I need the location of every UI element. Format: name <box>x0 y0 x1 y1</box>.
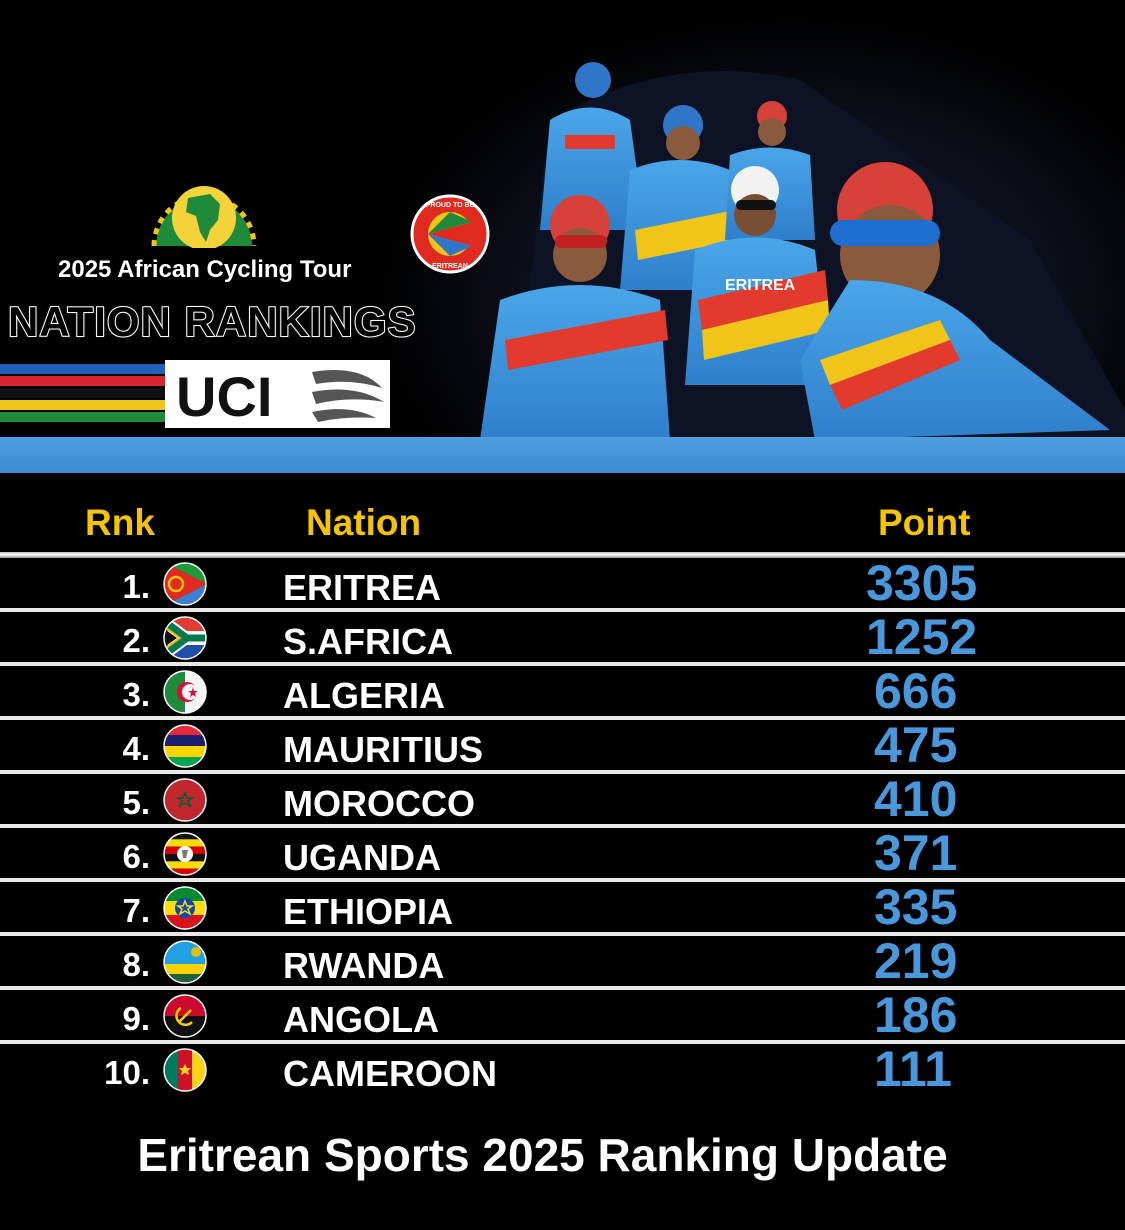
nation-name: CAMEROON <box>283 1053 497 1094</box>
mauritius-flag-icon <box>163 724 207 768</box>
rank-label: 8. <box>122 946 150 983</box>
caf-logo <box>151 186 257 248</box>
svg-text:PROUD TO BE: PROUD TO BE <box>426 202 475 209</box>
points-value: 111 <box>874 1041 952 1097</box>
angola-flag-icon <box>163 994 207 1038</box>
south-africa-flag-icon <box>163 616 207 660</box>
table-row: 1. ERITREA 3305 <box>0 555 1125 612</box>
tour-title: 2025 African Cycling Tour <box>58 256 352 283</box>
nation-name: S.AFRICA <box>283 621 453 662</box>
morocco-flag-icon <box>163 778 207 822</box>
column-header-nation: Nation <box>306 502 422 543</box>
proud-eritrean-badge: PROUD TO BE ERITREAN <box>410 194 490 274</box>
nation-name: RWANDA <box>283 945 445 986</box>
column-header-points: Point <box>878 502 971 543</box>
nation-name: UGANDA <box>283 837 441 878</box>
uganda-flag-icon <box>163 832 207 876</box>
points-value: 186 <box>874 987 958 1043</box>
nation-name: ALGERIA <box>283 675 445 716</box>
rank-label: 4. <box>122 730 150 767</box>
header-rule <box>0 552 1125 558</box>
table-row: 8. RWANDA 219 <box>0 933 1125 990</box>
rank-label: 1. <box>122 568 150 605</box>
table-row: 9. ANGOLA 186 <box>0 987 1125 1044</box>
rank-label: 9. <box>122 1000 150 1037</box>
nation-name: MAURITIUS <box>283 729 483 770</box>
rank-label: 5. <box>122 784 150 821</box>
points-value: 3305 <box>866 555 978 611</box>
uci-logo: UCI <box>0 360 390 428</box>
points-value: 371 <box>874 825 958 881</box>
table-row: 4. MAURITIUS 475 <box>0 717 1125 774</box>
divider-band <box>0 437 1125 473</box>
cameroon-flag-icon <box>163 1048 207 1092</box>
table-row: 7. ETHIOPIA 335 <box>0 879 1125 936</box>
table-row: 10. CAMEROON 111 <box>0 1041 1125 1097</box>
svg-text:ERITREAN: ERITREAN <box>432 263 468 270</box>
rank-label: 10. <box>104 1054 150 1091</box>
footer-caption: Eritrean Sports 2025 Ranking Update <box>137 1129 948 1181</box>
rank-label: 6. <box>122 838 150 875</box>
rank-label: 7. <box>122 892 150 929</box>
ranking-title: NATION RANKINGS <box>7 297 417 346</box>
points-value: 1252 <box>866 609 978 665</box>
algeria-flag-icon <box>163 670 207 714</box>
nation-name: MOROCCO <box>283 783 475 824</box>
nation-name: ETHIOPIA <box>283 891 454 932</box>
svg-text:UCI: UCI <box>176 365 272 428</box>
points-value: 410 <box>874 771 958 827</box>
jersey-text: ERITREA <box>725 277 796 294</box>
points-value: 219 <box>874 933 958 989</box>
table-row: 5. MOROCCO 410 <box>0 771 1125 828</box>
nation-name: ANGOLA <box>283 999 439 1040</box>
ethiopia-flag-icon <box>163 886 207 930</box>
table-row: 2. S.AFRICA 1252 <box>0 609 1125 666</box>
header-banner: ERITREA PROUD TO BE ERITREAN 2025 Africa… <box>0 0 1125 440</box>
points-value: 335 <box>874 879 958 935</box>
cyclists-photo: ERITREA <box>480 62 1125 440</box>
table-row: 3. ALGERIA 666 <box>0 663 1125 720</box>
ranking-table: 1. ERITREA 3305 2. S.AFRICA 1252 3. ALGERIA 666 4… <box>0 555 1125 1097</box>
nation-name: ERITREA <box>283 567 442 608</box>
column-header-rank: Rnk <box>85 502 155 543</box>
rwanda-flag-icon <box>163 940 207 984</box>
points-value: 666 <box>874 663 958 719</box>
rank-label: 3. <box>122 676 150 713</box>
eritrea-flag-icon <box>163 562 207 606</box>
points-value: 475 <box>874 717 958 773</box>
table-row: 6. UGANDA 371 <box>0 825 1125 882</box>
rank-label: 2. <box>122 622 150 659</box>
